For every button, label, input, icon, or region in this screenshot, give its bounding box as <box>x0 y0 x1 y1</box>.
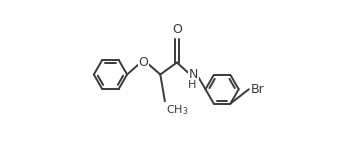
Text: O: O <box>172 23 182 36</box>
Text: O: O <box>139 56 148 69</box>
Text: CH$_3$: CH$_3$ <box>166 103 188 117</box>
Text: Br: Br <box>251 83 265 96</box>
Text: H: H <box>188 80 196 90</box>
Text: N: N <box>189 68 198 81</box>
